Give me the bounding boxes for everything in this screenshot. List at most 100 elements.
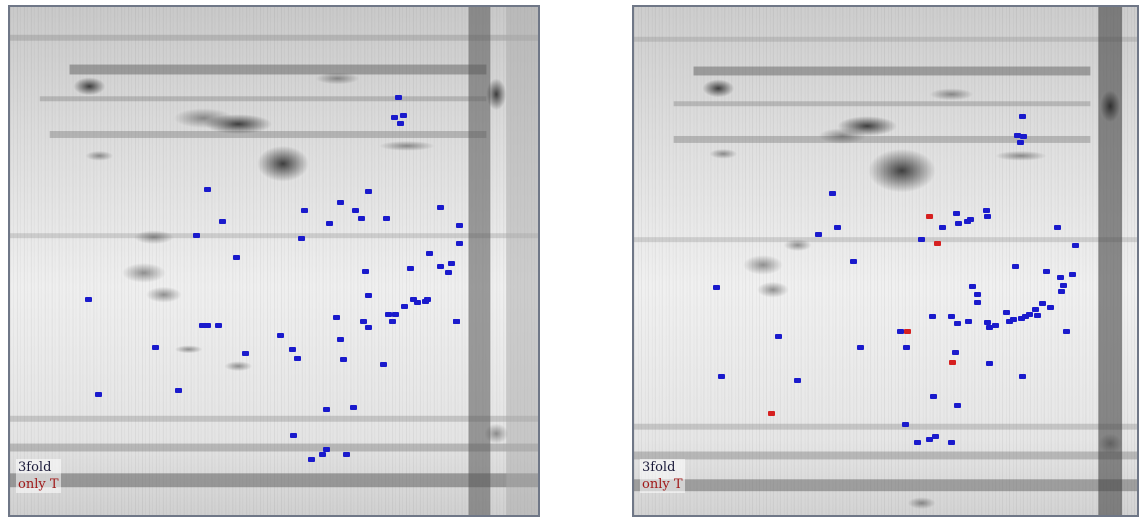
spot-marker-3fold: [926, 437, 933, 442]
spot-marker-3fold: [955, 221, 962, 226]
spot-marker-3fold: [337, 200, 344, 205]
spot-marker-3fold: [992, 323, 999, 328]
spot-marker-3fold: [294, 356, 301, 361]
spot-marker-3fold: [918, 237, 925, 242]
spot-marker-3fold: [340, 357, 347, 362]
spot-marker-3fold: [410, 297, 417, 302]
spot-marker-3fold: [718, 374, 725, 379]
spot-marker-3fold: [233, 255, 240, 260]
spot-marker-3fold: [380, 362, 387, 367]
spot-marker-3fold: [391, 115, 398, 120]
spot-marker-3fold: [902, 422, 909, 427]
spot-marker-3fold: [360, 319, 367, 324]
spot-marker-3fold: [362, 269, 369, 274]
spot-marker-3fold: [1022, 314, 1029, 319]
spot-marker-3fold: [152, 345, 159, 350]
legend-only-t-label: only T: [642, 477, 683, 492]
spot-marker-3fold: [932, 434, 939, 439]
spot-marker-3fold: [352, 208, 359, 213]
spot-marker-3fold: [948, 440, 955, 445]
spot-marker-3fold: [301, 208, 308, 213]
spot-marker-3fold: [1020, 134, 1027, 139]
legend-right: 3fold only T: [640, 459, 685, 493]
spot-marker-3fold: [1032, 307, 1039, 312]
spot-marker-3fold: [952, 350, 959, 355]
spot-marker-3fold: [1006, 319, 1013, 324]
spot-marker-3fold: [850, 259, 857, 264]
spot-marker-3fold: [358, 216, 365, 221]
gel-panel-right: 3fold only T: [632, 5, 1139, 517]
spot-marker-3fold: [453, 319, 460, 324]
spot-marker-3fold: [333, 315, 340, 320]
spot-marker-3fold: [323, 407, 330, 412]
spot-marker-3fold: [903, 345, 910, 350]
spot-marker-3fold: [426, 251, 433, 256]
spot-marker-3fold: [1034, 313, 1041, 318]
legend-3fold-label: 3fold: [642, 460, 676, 475]
spot-marker-3fold: [365, 293, 372, 298]
legend-only-t-label: only T: [18, 477, 59, 492]
spot-marker-3fold: [414, 300, 421, 305]
spot-marker-3fold: [794, 378, 801, 383]
spot-marker-3fold: [395, 95, 402, 100]
spot-marker-3fold: [407, 266, 414, 271]
spot-marker-3fold: [215, 323, 222, 328]
spot-marker-3fold: [964, 219, 971, 224]
spot-marker-3fold: [954, 321, 961, 326]
spot-marker-3fold: [815, 232, 822, 237]
spot-marker-3fold: [290, 433, 297, 438]
spot-marker-3fold: [1047, 305, 1054, 310]
spot-marker-only-t: [934, 241, 941, 246]
spot-marker-3fold: [326, 221, 333, 226]
spot-marker-3fold: [974, 300, 981, 305]
spot-marker-3fold: [857, 345, 864, 350]
spot-marker-3fold: [953, 211, 960, 216]
spot-marker-3fold: [954, 403, 961, 408]
spot-marker-3fold: [1058, 289, 1065, 294]
spot-marker-3fold: [389, 319, 396, 324]
spot-marker-3fold: [834, 225, 841, 230]
spot-marker-3fold: [1054, 225, 1061, 230]
spot-marker-3fold: [456, 223, 463, 228]
spot-marker-3fold: [445, 270, 452, 275]
spot-marker-3fold: [1018, 316, 1025, 321]
spot-marker-3fold: [984, 214, 991, 219]
spot-marker-3fold: [1072, 243, 1079, 248]
spot-marker-3fold: [713, 285, 720, 290]
spot-marker-3fold: [343, 452, 350, 457]
spot-marker-only-t: [949, 360, 956, 365]
spot-marker-3fold: [974, 292, 981, 297]
spot-marker-3fold: [85, 297, 92, 302]
spot-marker-3fold: [948, 314, 955, 319]
legend-3fold-label: 3fold: [18, 460, 52, 475]
spot-marker-3fold: [1039, 301, 1046, 306]
spot-marker-3fold: [930, 394, 937, 399]
spot-marker-3fold: [1063, 329, 1070, 334]
spot-marker-3fold: [986, 325, 993, 330]
spot-marker-3fold: [175, 388, 182, 393]
spot-markers-left: [10, 7, 538, 515]
spot-marker-3fold: [350, 405, 357, 410]
spot-markers-right: [634, 7, 1137, 515]
spot-marker-3fold: [437, 205, 444, 210]
spot-marker-3fold: [277, 333, 284, 338]
spot-marker-3fold: [437, 264, 444, 269]
spot-marker-3fold: [1019, 114, 1026, 119]
spot-marker-3fold: [969, 284, 976, 289]
spot-marker-3fold: [897, 329, 904, 334]
spot-marker-3fold: [1012, 264, 1019, 269]
spot-marker-3fold: [397, 121, 404, 126]
gel-image-right: [634, 7, 1137, 515]
spot-marker-3fold: [1069, 272, 1076, 277]
spot-marker-3fold: [204, 323, 211, 328]
spot-marker-3fold: [1043, 269, 1050, 274]
spot-marker-3fold: [422, 299, 429, 304]
gel-panel-left: 3fold only T: [8, 5, 540, 517]
spot-marker-3fold: [385, 312, 392, 317]
legend-left: 3fold only T: [16, 459, 61, 493]
spot-marker-3fold: [1010, 317, 1017, 322]
spot-marker-3fold: [337, 337, 344, 342]
spot-marker-3fold: [383, 216, 390, 221]
spot-marker-3fold: [775, 334, 782, 339]
